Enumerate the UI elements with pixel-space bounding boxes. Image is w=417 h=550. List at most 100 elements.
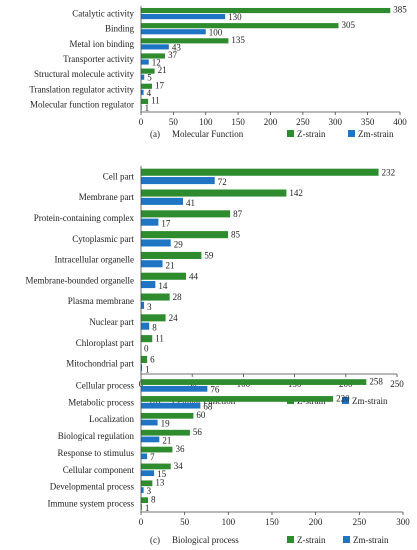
category-label: Cellular process — [76, 380, 135, 390]
panel-title: Biological process — [172, 535, 239, 545]
x-tick-label: 350 — [361, 117, 375, 127]
x-tick-label: 50 — [169, 117, 179, 127]
value-label-zm-strain: 72 — [218, 177, 227, 187]
panel-label: (a) — [150, 129, 160, 139]
bar-z-strain — [141, 379, 367, 385]
bar-zm-strain — [141, 89, 144, 95]
category-label: Structural molecule activity — [34, 69, 134, 79]
category-label: Catalytic activity — [72, 9, 134, 19]
legend-label-z-strain: Z-strain — [297, 535, 326, 545]
value-label-zm-strain: 0 — [144, 343, 149, 353]
value-label-zm-strain: 17 — [161, 219, 171, 229]
bar-z-strain — [141, 293, 170, 301]
x-tick-label: 0 — [139, 517, 144, 527]
bar-z-strain — [141, 189, 287, 197]
value-label-z-strain: 34 — [174, 461, 184, 471]
category-label: Response to stimulus — [57, 448, 134, 458]
bar-zm-strain — [141, 364, 143, 372]
value-label-zm-strain: 19 — [161, 418, 171, 428]
bar-z-strain — [141, 7, 391, 14]
x-tick-label: 250 — [296, 117, 310, 127]
category-label: Biological regulation — [58, 431, 135, 441]
bar-z-strain — [141, 98, 149, 104]
category-label: Membrane part — [79, 192, 135, 202]
value-label-zm-strain: 5 — [147, 73, 152, 83]
bar-zm-strain — [141, 322, 150, 330]
bar-zm-strain — [141, 487, 144, 493]
value-label-z-strain: 13 — [155, 478, 165, 488]
value-label-zm-strain: 8 — [152, 323, 157, 333]
value-label-z-strain: 36 — [175, 444, 185, 454]
bar-zm-strain — [141, 197, 183, 205]
category-label: Plasma membrane — [68, 296, 134, 306]
category-label: Mitochondrial part — [66, 359, 134, 369]
x-tick-label: 100 — [222, 517, 236, 527]
value-label-z-strain: 305 — [341, 20, 355, 30]
legend-label-zm-strain: Zm-strain — [353, 535, 389, 545]
panel-molecular-function: Catalytic activity 385 130 Binding 305 100 Met… — [29, 5, 407, 139]
panel-biological-process: Cellular process 258 76 Metabolic process 22… — [48, 376, 411, 545]
value-label-z-strain: 21 — [158, 65, 167, 75]
value-label-z-strain: 11 — [155, 334, 164, 344]
bar-zm-strain — [141, 301, 145, 309]
bar-zm-strain — [141, 504, 142, 510]
panel-label: (c) — [150, 535, 160, 545]
bar-z-strain — [141, 231, 229, 239]
value-label-zm-strain: 41 — [186, 198, 195, 208]
bar-z-strain — [141, 497, 148, 504]
value-label-zm-strain: 130 — [228, 12, 242, 22]
panel-title: Molecular Function — [172, 129, 244, 139]
bar-zm-strain — [141, 470, 155, 477]
x-tick-label: 400 — [393, 117, 407, 127]
value-label-zm-strain: 7 — [150, 452, 155, 462]
bar-z-strain — [141, 429, 190, 436]
legend-swatch-zm-strain — [348, 130, 355, 137]
category-label: Binding — [105, 24, 135, 34]
value-label-zm-strain: 12 — [152, 58, 161, 68]
value-label-zm-strain: 1 — [145, 503, 150, 513]
category-label: Nuclear part — [89, 317, 134, 327]
value-label-zm-strain: 21 — [162, 435, 171, 445]
bar-z-strain — [141, 355, 148, 363]
bar-zm-strain — [141, 218, 159, 226]
x-tick-label: 50 — [180, 517, 190, 527]
category-label: Chloroplast part — [76, 338, 135, 348]
bar-zm-strain — [141, 14, 226, 20]
bar-z-strain — [141, 38, 229, 44]
x-tick-label: 300 — [329, 117, 343, 127]
value-label-z-strain: 135 — [231, 35, 245, 45]
category-label: Intracellular organelle — [54, 255, 134, 265]
category-label: Cellular component — [63, 465, 135, 475]
bar-zm-strain — [141, 239, 171, 247]
value-label-zm-strain: 3 — [147, 486, 152, 496]
value-label-z-strain: 220 — [336, 393, 350, 403]
value-label-zm-strain: 100 — [209, 27, 223, 37]
bar-z-strain — [141, 168, 379, 176]
bar-z-strain — [141, 335, 153, 343]
value-label-zm-strain: 1 — [145, 103, 150, 113]
value-label-zm-strain: 21 — [166, 260, 175, 270]
legend-swatch-zm-strain — [343, 536, 350, 543]
value-label-zm-strain: 14 — [158, 281, 168, 291]
bar-z-strain — [141, 314, 166, 322]
bar-zm-strain — [141, 260, 163, 268]
bar-zm-strain — [141, 29, 206, 35]
category-label: Cell part — [103, 171, 135, 181]
category-label: Transporter activity — [63, 54, 134, 64]
category-label: Immune system process — [48, 499, 135, 509]
bar-zm-strain — [141, 453, 148, 460]
value-label-zm-strain: 76 — [210, 385, 220, 395]
legend-label-zm-strain: Zm-strain — [358, 129, 394, 139]
value-label-z-strain: 8 — [151, 495, 156, 505]
value-label-z-strain: 24 — [169, 313, 179, 323]
category-label: Translation regulator activity — [29, 84, 134, 94]
x-tick-label: 100 — [199, 117, 213, 127]
value-label-zm-strain: 1 — [145, 364, 150, 374]
value-label-zm-strain: 68 — [203, 402, 213, 412]
bar-z-strain — [141, 83, 153, 89]
x-tick-label: 250 — [353, 517, 367, 527]
value-label-z-strain: 258 — [369, 376, 383, 386]
bar-z-strain — [141, 68, 155, 74]
bar-zm-strain — [141, 74, 145, 80]
